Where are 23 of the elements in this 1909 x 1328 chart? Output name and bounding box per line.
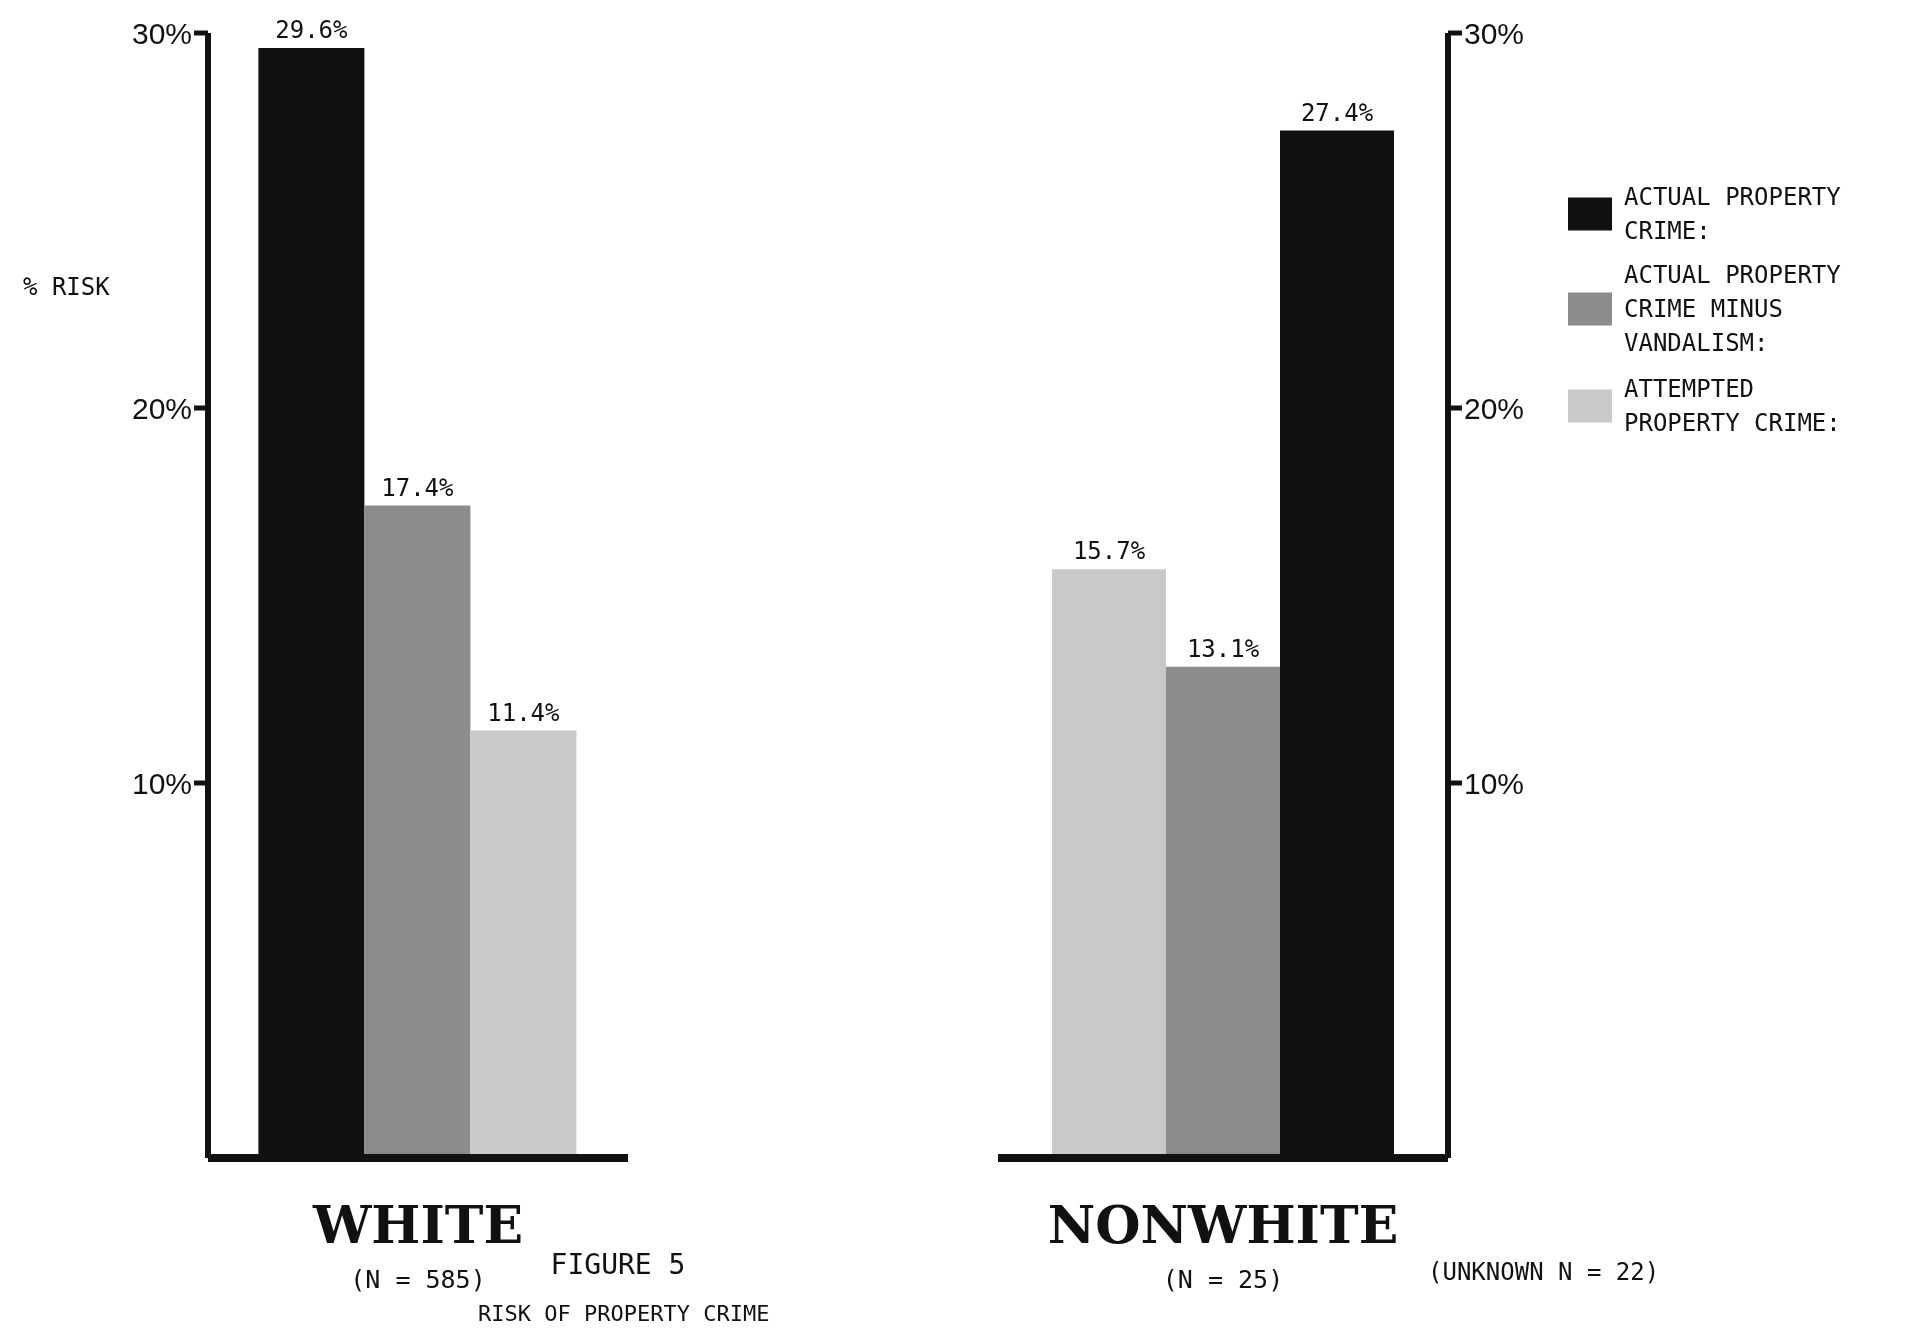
data-label: 17.4% bbox=[381, 473, 455, 502]
y-tick-label: 10% bbox=[1464, 766, 1525, 800]
y-tick-label: 10% bbox=[131, 766, 192, 800]
y-tick-label: 20% bbox=[131, 391, 192, 425]
y-tick-label: 20% bbox=[1464, 391, 1525, 425]
data-label: 27.4% bbox=[1300, 98, 1374, 127]
x-axis-title: (N = 25) bbox=[1162, 1265, 1284, 1294]
data-label: 15.7% bbox=[1072, 537, 1146, 566]
legend-label: ACTUAL PROPERTY CRIME MINUS VANDALISM: bbox=[1624, 260, 1842, 359]
y-axis-title: % RISK bbox=[23, 273, 111, 302]
legend-label: ACTUAL PROPERTY CRIME: bbox=[1624, 182, 1842, 248]
data-label: 29.6% bbox=[275, 16, 349, 44]
x-axis-title: (N = 585) bbox=[350, 1265, 486, 1294]
data-label: 11.4% bbox=[487, 698, 561, 727]
y-tick-label: 30% bbox=[131, 16, 192, 50]
text: FIGURE 5 bbox=[550, 1248, 686, 1281]
text: (UNKNOWN N = 22) bbox=[1428, 1258, 1660, 1286]
text: RISK OF PROPERTY CRIME bbox=[478, 1301, 770, 1326]
x-tick-label: WHITE bbox=[311, 1193, 524, 1255]
y-tick-label: 30% bbox=[1464, 16, 1525, 50]
legend-label: ATTEMPTED PROPERTY CRIME: bbox=[1624, 374, 1842, 440]
data-label: 13.1% bbox=[1186, 634, 1260, 663]
x-tick-label: NONWHITE bbox=[1047, 1193, 1399, 1255]
